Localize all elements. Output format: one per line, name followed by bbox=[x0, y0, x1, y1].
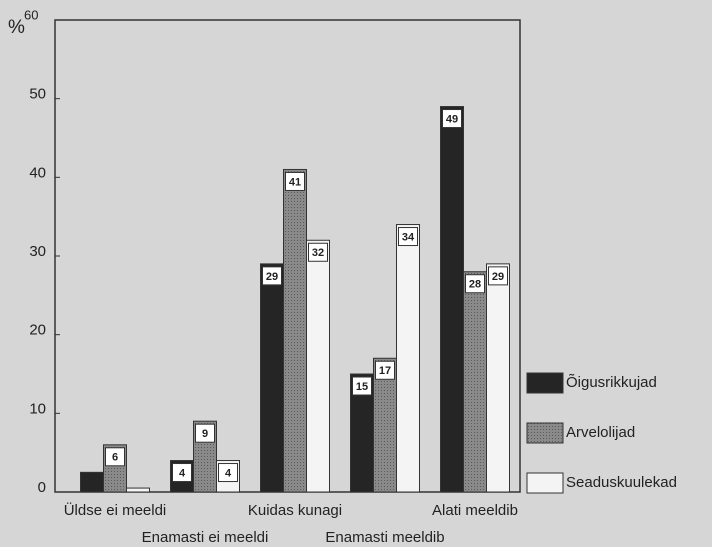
y-tick-label: 40 bbox=[29, 164, 46, 181]
value-label: 4 bbox=[179, 467, 186, 479]
bar bbox=[396, 224, 420, 493]
x-tick-label: Enamasti meeldib bbox=[325, 529, 444, 546]
value-label: 9 bbox=[202, 428, 208, 440]
bar bbox=[80, 471, 104, 493]
bar bbox=[306, 239, 330, 493]
value-label: 32 bbox=[312, 247, 324, 259]
value-label: 29 bbox=[492, 271, 504, 283]
y-tick-label: 20 bbox=[29, 322, 46, 339]
bar bbox=[283, 168, 307, 493]
value-label-box bbox=[308, 242, 328, 262]
x-tick-label: Enamasti ei meeldi bbox=[142, 529, 269, 546]
bar bbox=[440, 106, 464, 493]
value-label: 4 bbox=[225, 467, 232, 479]
x-tick-label: Kuidas kunagi bbox=[248, 502, 342, 519]
value-label-box bbox=[375, 360, 395, 380]
y-tick-label: 50 bbox=[29, 86, 46, 103]
value-label-box bbox=[172, 463, 192, 483]
value-label-box bbox=[442, 109, 462, 129]
value-label: 41 bbox=[289, 176, 301, 188]
value-label-box bbox=[352, 376, 372, 396]
y-tick-label: 30 bbox=[29, 243, 46, 260]
legend-label: Arvelolijad bbox=[566, 424, 635, 441]
y-tick-label: 10 bbox=[29, 400, 46, 417]
value-label-box bbox=[488, 266, 508, 286]
value-label: 15 bbox=[356, 381, 368, 393]
value-label: 17 bbox=[379, 365, 391, 377]
value-label-box bbox=[465, 274, 485, 294]
value-label-box bbox=[105, 447, 125, 467]
value-label: 6 bbox=[112, 452, 118, 464]
value-label: 34 bbox=[402, 231, 415, 243]
value-label: 28 bbox=[469, 279, 481, 291]
x-tick-label: Üldse ei meeldi bbox=[64, 501, 167, 519]
value-label: 29 bbox=[266, 271, 278, 283]
legend-swatch bbox=[526, 422, 564, 444]
y-axis-label: % bbox=[8, 17, 25, 38]
bar bbox=[486, 263, 510, 493]
bar bbox=[463, 271, 487, 493]
value-label-box bbox=[285, 171, 305, 191]
value-label-box bbox=[398, 227, 418, 247]
value-label-box bbox=[195, 423, 215, 443]
bar bbox=[260, 263, 284, 493]
y-tick-label: 0 bbox=[38, 479, 46, 496]
value-label-box bbox=[218, 463, 238, 483]
legend-label: Õigusrikkujad bbox=[566, 374, 657, 391]
legend-swatch bbox=[526, 472, 564, 494]
y-tick-label: 60 bbox=[24, 7, 38, 22]
legend-label: Seaduskuulekad bbox=[566, 474, 677, 491]
value-label: 49 bbox=[446, 113, 458, 125]
bar bbox=[126, 487, 150, 493]
legend-swatch bbox=[526, 372, 564, 394]
value-label-box bbox=[262, 266, 282, 286]
x-tick-label: Alati meeldib bbox=[432, 502, 518, 519]
